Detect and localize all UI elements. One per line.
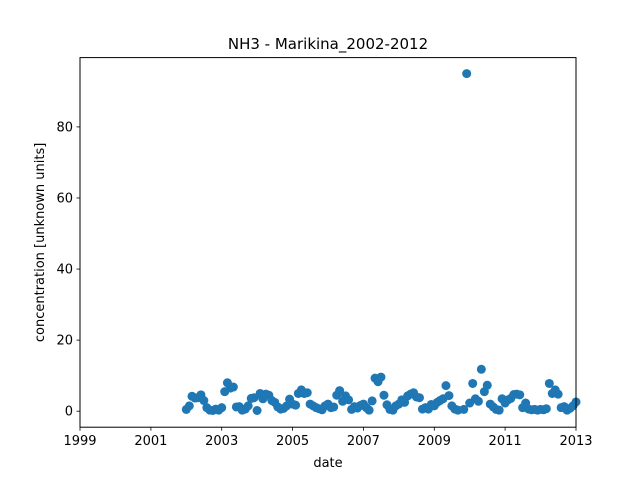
chart-title: NH3 - Marikina_2002-2012 [228,35,428,54]
y-tick-label: 20 [56,334,73,349]
data-point [329,402,339,412]
data-point [414,393,424,403]
data-point [544,378,554,388]
data-point [228,382,238,392]
data-point [252,406,262,415]
data-point [515,390,525,400]
x-tick-label: 2011 [489,434,522,449]
x-tick-label: 2009 [418,434,451,449]
x-tick-label: 2013 [559,434,592,449]
data-point [482,380,492,390]
data-point [184,401,194,411]
x-tick-label: 2001 [134,434,167,449]
data-point [217,403,227,413]
y-tick-label: 60 [56,191,73,206]
data-point [364,405,374,415]
data-point [473,396,483,406]
data-point [494,405,504,415]
x-tick-label: 1999 [63,434,96,449]
x-tick-label: 2007 [347,434,380,449]
data-point [444,391,454,401]
data-point [376,372,386,382]
points-layer [181,69,581,415]
data-point [243,401,253,411]
x-axis-label: date [313,456,342,471]
data-point [302,388,312,398]
data-point [344,395,354,405]
y-axis-ticks: 0 20 40 60 80 [56,120,80,420]
data-point [459,404,469,414]
y-tick-label: 40 [56,263,73,278]
data-point [462,69,472,79]
data-point [441,381,451,391]
data-point [367,396,377,406]
data-point [476,364,486,374]
data-point [291,400,301,410]
data-point [553,389,563,399]
y-tick-label: 0 [65,405,73,420]
x-tick-label: 2005 [276,434,309,449]
y-tick-label: 80 [56,120,73,135]
x-axis-ticks: 1999 2001 2003 2005 2007 2009 2011 2013 [63,427,593,449]
data-point [541,404,551,414]
plot-frame [79,57,577,428]
y-axis-label: concentration [unknown units] [33,143,48,342]
data-point [379,390,389,400]
data-point [468,378,478,388]
x-tick-label: 2003 [205,434,238,449]
data-point [199,396,209,406]
data-point [335,386,345,396]
